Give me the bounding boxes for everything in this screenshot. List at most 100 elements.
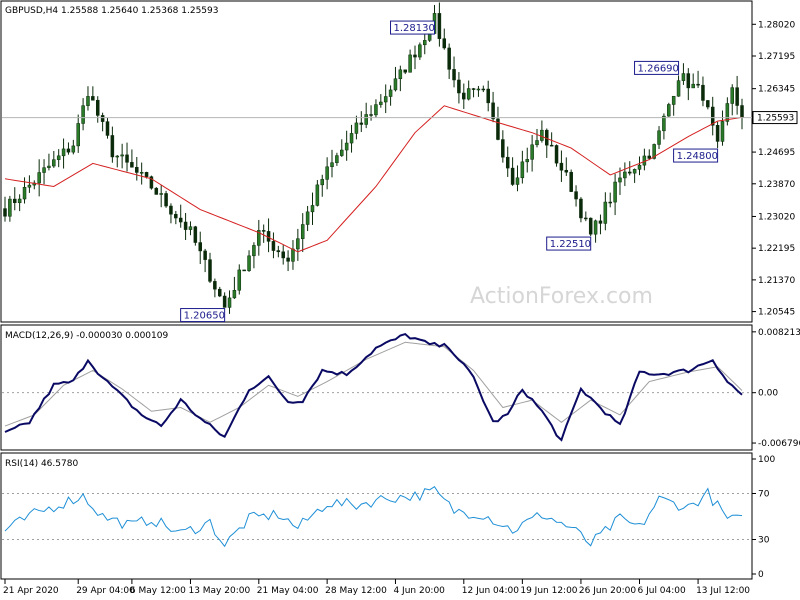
candle-body [525,159,529,163]
price-annotation-box [673,148,719,163]
candle-body [403,69,407,73]
candle-body [437,13,442,39]
candle-body [671,95,676,105]
candle-body [398,69,403,79]
candle-body [100,115,105,122]
candle-body [496,118,500,140]
candle-body [627,171,632,174]
time-axis-label: 13 Jul 12:00 [696,586,750,596]
candle-body [178,217,183,223]
price-annotation-label: 1.28130 [394,23,435,34]
candle-body [686,73,691,89]
candle-body [701,84,705,101]
price-pane: 1.28020 1.27195 1.26345 1.24695 1.23870 1.230… [2,2,798,323]
rsi-axis-tick-label: 0 [758,570,764,580]
candle-body [300,224,305,239]
candle-body [95,99,100,116]
candle-body [427,33,432,41]
candle-body [320,179,325,186]
rsi-axis-tick-label: 70 [758,490,770,500]
candle-body [3,208,7,217]
candle-body [61,148,66,157]
candle-body [510,167,515,185]
candle-body [364,114,368,125]
candle-body [598,220,603,224]
price-axis-tick-label: 1.22195 [758,244,795,254]
price-axis-tick-label: 1.23870 [758,180,795,190]
candle-body [281,251,285,259]
candle-body [110,135,115,158]
candle-body [608,201,612,204]
candle-body [183,221,188,230]
price-annotation-box [546,236,592,251]
time-axis-label: 21 Apr 2020 [3,586,59,596]
candle-body [91,96,95,101]
time-axis-label: 6 Jul 04:00 [638,586,687,596]
candle-body [325,166,329,180]
candle-body [413,54,417,58]
candle-body [208,259,212,282]
candle-body [676,80,681,97]
candle-body [349,133,354,144]
candle-body [13,198,17,204]
candle-body [56,155,61,160]
candle-body [354,122,359,134]
candle-body [296,238,300,250]
moving-average-line [4,105,743,253]
candle-body [203,250,207,260]
rsi-axis-tick-label: 30 [758,536,770,546]
candle-body [115,155,120,158]
candle-body [457,79,461,94]
candle-body [22,186,27,200]
candle-body [442,38,447,49]
rsi-line [4,486,743,548]
candle-body [588,217,593,235]
macd-axis-tick-label: -0.006796 [758,439,800,449]
candle-body [657,130,661,145]
price-annotation-box [180,308,226,323]
candle-body [159,193,163,195]
price-annotation-box [390,20,436,35]
candle-body [735,87,739,106]
time-axis-label: 26 Jun 20:00 [579,586,636,596]
candle-body [603,201,608,224]
candle-body [691,83,695,89]
candle-body [164,193,168,207]
candle-body [593,220,598,235]
price-axis-tick-label: 1.26345 [758,85,795,95]
candle-body [667,104,671,117]
candle-body [574,191,578,200]
candle-body [37,172,41,184]
candle-body [252,245,256,257]
candle-body [335,155,339,163]
candle-body [740,105,744,118]
candle-body [662,115,666,132]
candle-body [242,269,246,272]
candle-body [501,139,505,158]
candle-body [227,297,232,308]
candle-body [222,295,227,308]
current-price-label: 1.25593 [757,114,794,124]
macd-line [4,332,743,442]
candle-body [17,198,22,204]
candle-body [154,187,159,195]
candle-body [706,100,710,108]
candle-body [374,104,378,116]
candle-body [310,205,315,213]
macd-axis-tick-label: 0.00 [758,389,778,399]
candle-body [135,167,139,173]
candle-body [276,250,281,253]
time-axis-label: 21 May 04:00 [257,586,319,596]
candle-body [549,144,554,147]
candle-body [120,154,124,157]
price-axis-tick-label: 1.21370 [758,276,795,286]
candle-body [710,106,715,126]
candle-body [466,88,471,100]
candle-body [174,213,178,219]
time-axis-label: 19 Jun 12:00 [520,586,577,596]
candle-body [344,142,349,151]
x-axis: 21 Apr 2020 29 Apr 04:006 May 12:00 13 May… [3,579,750,596]
candle-body [613,181,617,203]
time-axis-label: 6 May 12:00 [130,586,186,596]
candle-body [383,96,388,103]
